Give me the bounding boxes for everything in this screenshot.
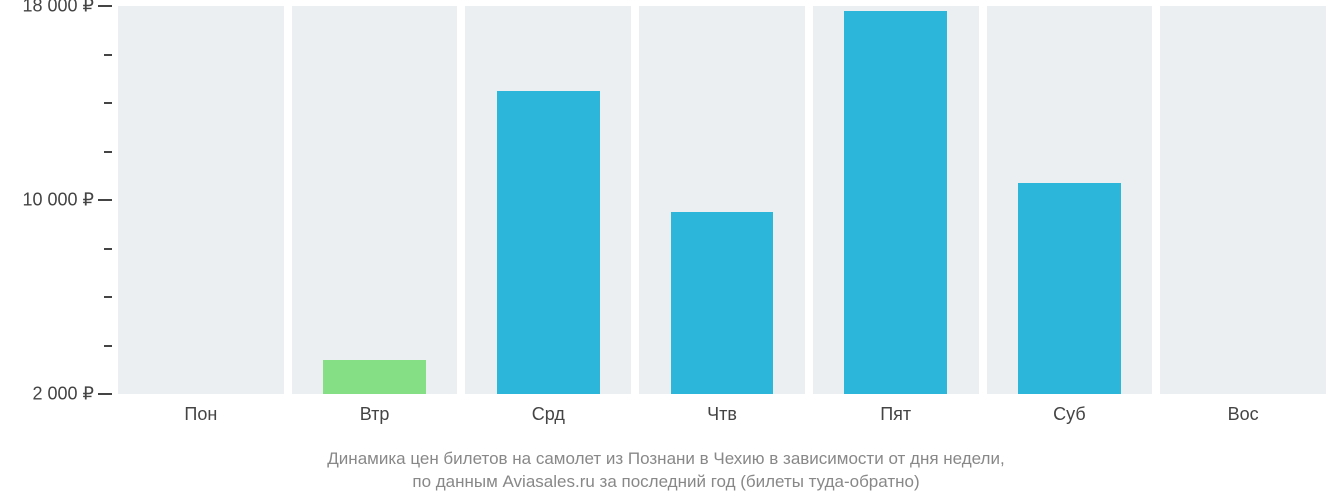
chart-caption: Динамика цен билетов на самолет из Позна… <box>0 448 1332 494</box>
y-tick-minor <box>104 345 112 347</box>
price-bar <box>844 11 947 394</box>
price-bar <box>323 360 426 394</box>
caption-line-1: Динамика цен билетов на самолет из Позна… <box>0 448 1332 471</box>
y-tick-minor <box>104 102 112 104</box>
y-tick-minor <box>104 151 112 153</box>
x-tick-label: Суб <box>1053 404 1086 425</box>
caption-line-2: по данным Aviasales.ru за последний год … <box>0 471 1332 494</box>
y-tick-label: 18 000 ₽ <box>0 0 94 17</box>
y-tick-label: 2 000 ₽ <box>0 384 94 405</box>
x-tick-label: Вос <box>1228 404 1259 425</box>
y-tick-minor <box>104 296 112 298</box>
price-bar <box>1018 183 1121 394</box>
y-tick-major <box>98 199 112 201</box>
x-tick-label: Втр <box>360 404 390 425</box>
x-tick-label: Пон <box>184 404 217 425</box>
x-tick-label: Чтв <box>707 404 737 425</box>
price-by-weekday-chart: 2 000 ₽ 10 000 ₽ 18 000 ₽ Пон Втр Срд Чтв Пят С… <box>0 0 1332 502</box>
column-bg <box>118 6 284 394</box>
x-tick-label: Срд <box>532 404 565 425</box>
column-bg <box>1160 6 1326 394</box>
price-bar <box>497 91 600 394</box>
y-tick-major <box>98 393 112 395</box>
price-bar <box>671 212 774 394</box>
y-tick-major <box>98 5 112 7</box>
column-bg <box>292 6 458 394</box>
y-tick-label: 10 000 ₽ <box>0 190 94 211</box>
y-tick-minor <box>104 248 112 250</box>
x-tick-label: Пят <box>880 404 911 425</box>
y-tick-minor <box>104 54 112 56</box>
